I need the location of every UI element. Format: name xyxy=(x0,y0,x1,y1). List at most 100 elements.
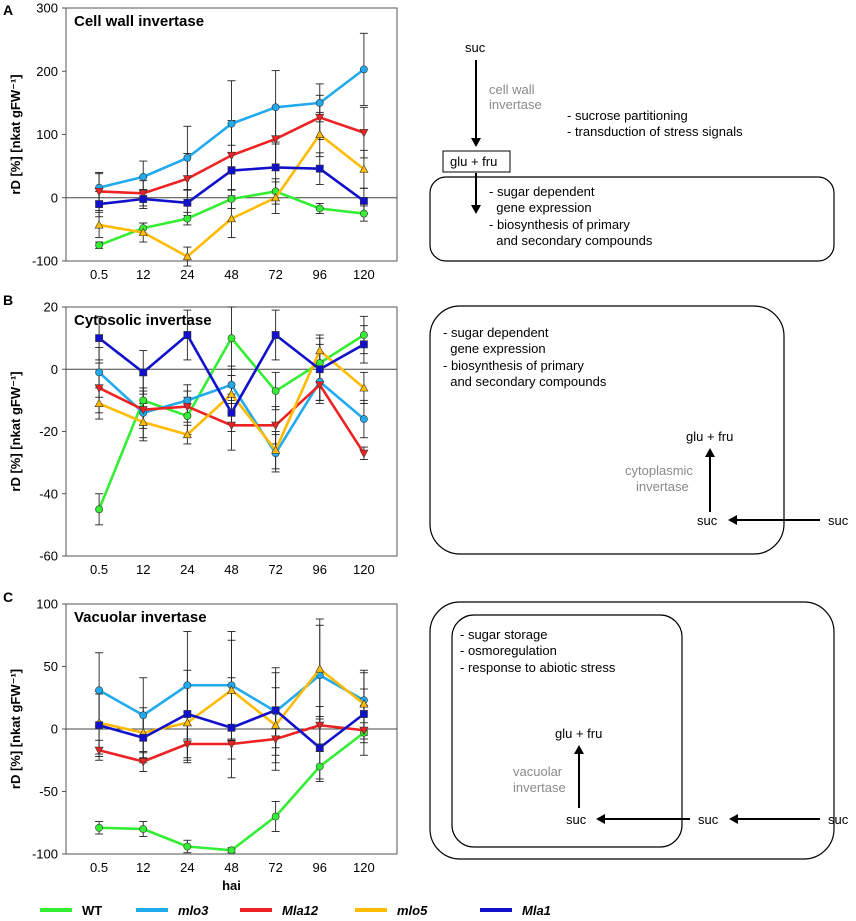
cell-boundary xyxy=(429,601,835,860)
data-point-mlo3 xyxy=(315,98,324,107)
data-point-mlo3 xyxy=(183,396,192,405)
data-point-mla12 xyxy=(359,726,369,736)
x-tick-label: 12 xyxy=(136,860,150,875)
arrow-head xyxy=(471,138,481,147)
data-point-mla12 xyxy=(315,113,325,123)
data-point-wt xyxy=(227,195,236,203)
data-point-mlo3 xyxy=(183,154,192,162)
chart-cell-wall-invertase: -100 0 100 200 300 0.5 12 24 48 72 96 120 Cell wall … xyxy=(8,1,398,282)
data-point-mla1 xyxy=(315,743,324,752)
x-axis-label: hai xyxy=(222,878,241,893)
y-tick-label: 0 xyxy=(51,362,58,377)
data-point-mla1 xyxy=(139,368,148,377)
data-point-wt xyxy=(95,823,103,832)
data-point-wt xyxy=(183,412,192,420)
x-tick-label: 24 xyxy=(180,267,194,282)
data-point-mlo5 xyxy=(138,417,148,426)
data-point-mlo5 xyxy=(182,717,192,727)
data-point-mla12 xyxy=(94,187,104,197)
data-point-mla12 xyxy=(359,129,369,138)
diagram-cytoplasm: - sugar dependent gene expression - bios… xyxy=(429,305,849,555)
data-point-mlo5 xyxy=(315,345,325,355)
data-point-mla1 xyxy=(95,721,103,730)
arrow-head xyxy=(596,814,605,824)
data-point-mlo3 xyxy=(139,711,148,720)
data-point-mlo5 xyxy=(94,398,104,407)
x-tick-label: 96 xyxy=(313,562,327,577)
product-label: glu + fru xyxy=(555,726,602,741)
role-line: - transduction of stress signals xyxy=(567,124,743,139)
y-tick-label: -40 xyxy=(39,486,58,501)
x-tick-label: 72 xyxy=(268,860,282,875)
data-point-mla1 xyxy=(183,198,192,207)
product-label: glu + fru xyxy=(450,154,497,169)
arrow-head xyxy=(728,515,737,525)
data-point-mla12 xyxy=(182,175,192,184)
data-point-mla12 xyxy=(226,421,237,431)
data-point-mlo5 xyxy=(182,251,192,261)
data-point-mla1 xyxy=(183,710,192,718)
diagram-cell-wall: suc cell wall invertase - sucrose partit… xyxy=(429,40,835,262)
data-point-mla1 xyxy=(359,710,368,718)
data-point-mlo3 xyxy=(95,368,103,377)
panel-letter-b: B xyxy=(3,292,13,308)
legend-label-mlo5: mlo5 xyxy=(397,903,428,918)
effect-line: - sugar dependent xyxy=(489,184,595,199)
legend-label-mlo3: mlo3 xyxy=(178,903,209,918)
enzyme-label-line1: vacuolar xyxy=(513,764,563,779)
chart-cytosolic-invertase: -60 -40 -20 0 20 0.5 12 24 48 72 96 120 Cytosolic in… xyxy=(8,300,398,577)
data-point-mlo5 xyxy=(138,227,148,237)
x-tick-label: 120 xyxy=(353,267,375,282)
data-point-wt xyxy=(183,842,192,851)
data-point-mlo5 xyxy=(359,164,369,173)
data-point-mlo5 xyxy=(359,383,369,392)
x-tick-label: 48 xyxy=(224,267,238,282)
enzyme-label-line1: cell wall xyxy=(489,82,535,97)
y-tick-label: -20 xyxy=(39,424,58,439)
data-point-mlo5 xyxy=(226,389,237,398)
x-tick-label: 48 xyxy=(224,562,238,577)
legend: WT mlo3 Mla12 mlo5 Mla1 xyxy=(40,903,551,918)
suc-vacuole-label: suc xyxy=(566,812,587,827)
product-box xyxy=(442,150,511,173)
suc-cytoplasm-label: suc xyxy=(698,812,719,827)
data-point-mla12 xyxy=(94,384,104,393)
data-point-mlo3 xyxy=(95,686,103,695)
legend-label-mla12: Mla12 xyxy=(282,903,319,918)
data-point-mla12 xyxy=(94,746,104,756)
data-point-wt xyxy=(315,762,324,771)
x-tick-label: 72 xyxy=(268,562,282,577)
effect-line: and secondary compounds xyxy=(489,233,653,248)
suc-label: suc xyxy=(465,40,486,55)
effect-line: - biosynthesis of primary xyxy=(489,217,630,232)
data-point-wt xyxy=(359,331,368,339)
cell-boundary xyxy=(429,305,785,555)
data-point-mla1 xyxy=(315,164,324,173)
x-tick-label: 12 xyxy=(136,267,150,282)
data-point-mlo5 xyxy=(182,429,192,439)
diagram-vacuole: - sugar storage - osmoregulation - respo… xyxy=(429,601,849,860)
effect-line: gene expression xyxy=(443,341,546,356)
data-point-mlo5 xyxy=(315,664,325,673)
y-tick-label: 100 xyxy=(36,127,58,142)
data-point-mla1 xyxy=(227,166,236,175)
x-tick-label: 96 xyxy=(313,860,327,875)
product-label: glu + fru xyxy=(686,429,733,444)
data-point-wt xyxy=(227,846,236,855)
x-tick-label: 120 xyxy=(353,860,375,875)
y-tick-label: 0 xyxy=(51,722,58,737)
data-point-wt xyxy=(95,241,103,250)
data-point-mla1 xyxy=(95,334,103,343)
enzyme-label-line1: cytoplasmic xyxy=(625,463,693,478)
data-point-mla12 xyxy=(138,189,148,199)
x-tick-label: 120 xyxy=(353,562,375,577)
suc-outer-label: suc xyxy=(828,812,849,827)
data-point-mla1 xyxy=(271,706,280,715)
effect-line: - osmoregulation xyxy=(460,643,557,658)
x-tick-label: 0.5 xyxy=(90,860,108,875)
data-point-wt xyxy=(271,387,280,395)
data-point-mla1 xyxy=(359,197,368,205)
x-tick-label: 0.5 xyxy=(90,267,108,282)
data-point-mlo5 xyxy=(271,445,281,454)
